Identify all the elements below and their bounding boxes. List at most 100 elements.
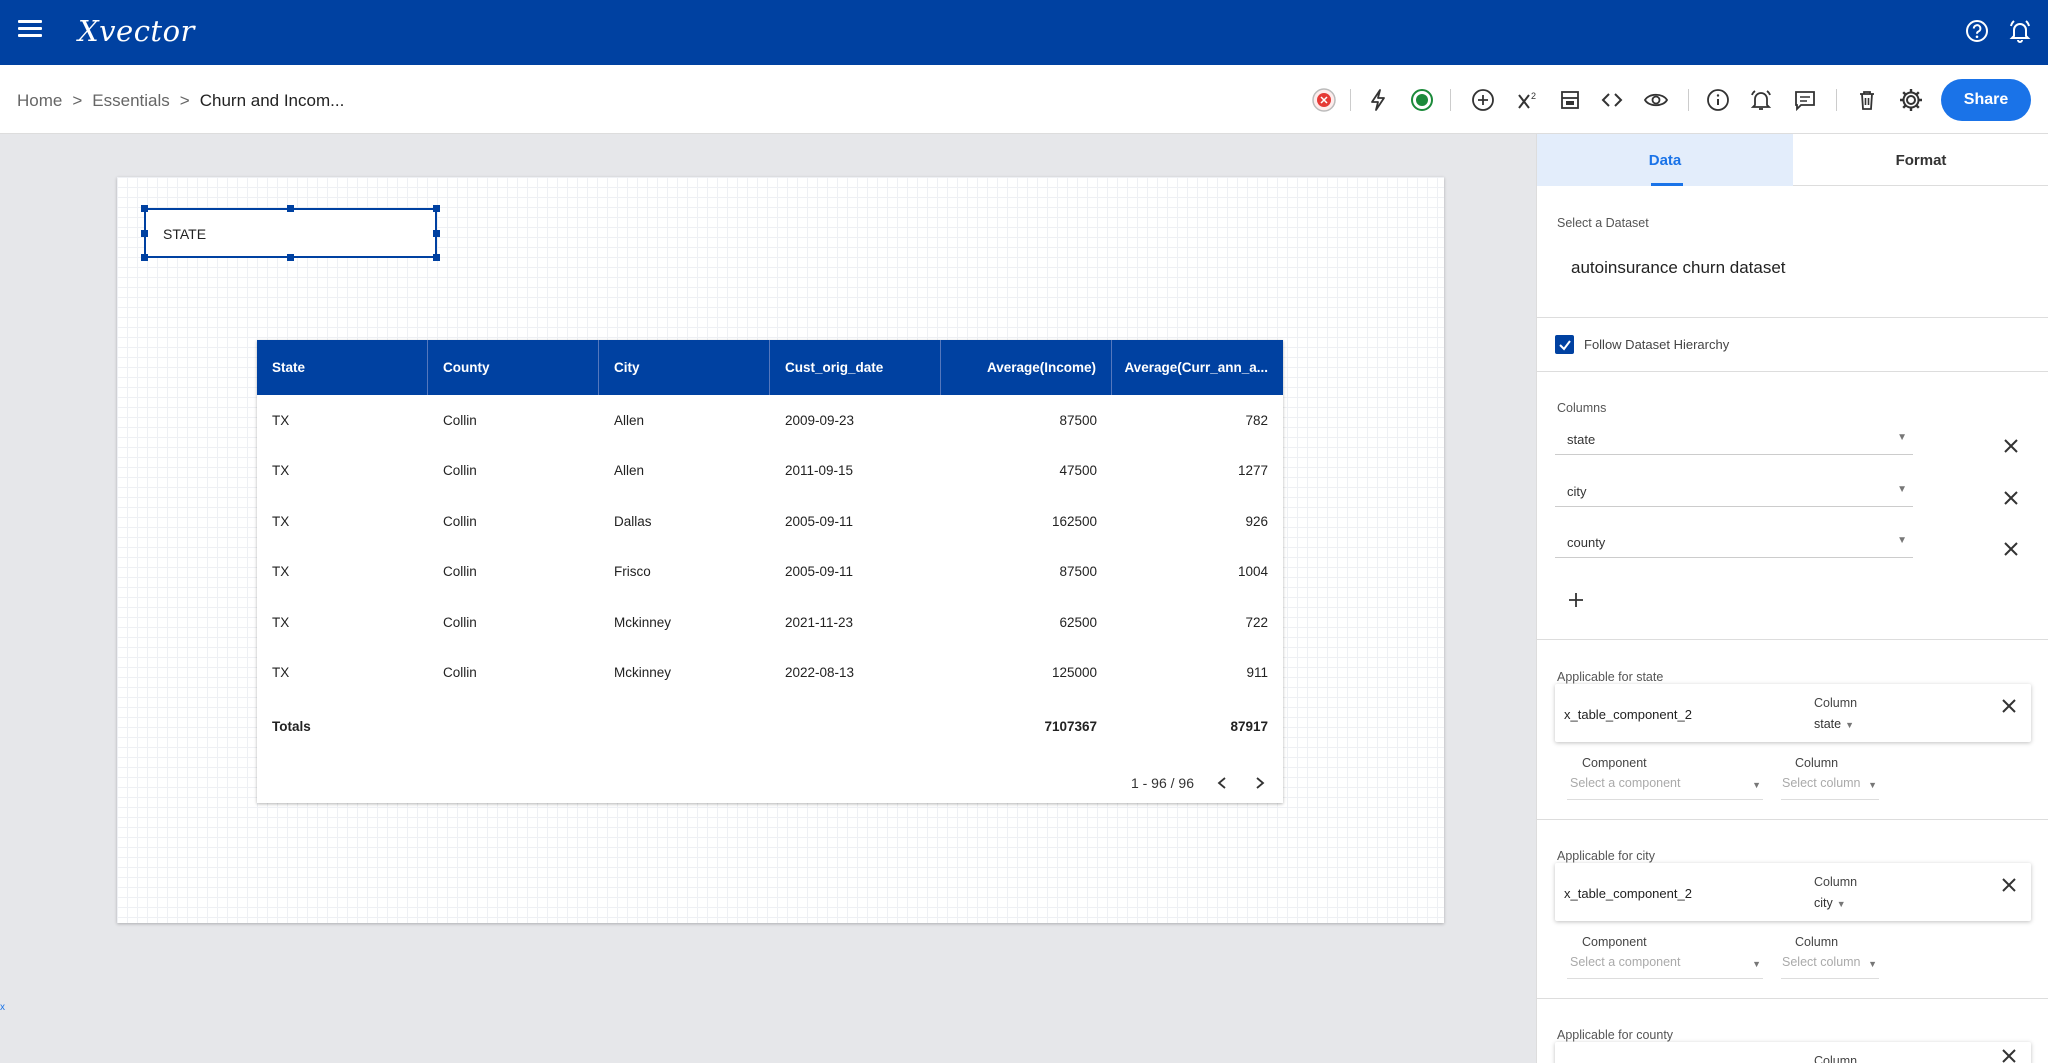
table-cell: 47500 xyxy=(1059,463,1097,479)
breadcrumb-separator: > xyxy=(72,91,83,110)
code-icon[interactable] xyxy=(1598,86,1626,114)
help-icon[interactable] xyxy=(1963,17,1991,45)
dataset-select[interactable]: autoinsurance churn dataset xyxy=(1571,258,1786,277)
live-status-icon[interactable] xyxy=(1408,86,1436,114)
follow-hierarchy-checkbox[interactable] xyxy=(1555,335,1574,354)
table-cell: Dallas xyxy=(614,513,652,529)
table-cell: 2005-09-11 xyxy=(785,513,854,529)
linked-column-select[interactable]: city ▼ xyxy=(1814,896,1846,910)
layout-icon[interactable] xyxy=(1556,86,1584,114)
table-cell: 162500 xyxy=(1051,513,1097,529)
breadcrumb-home[interactable]: Home xyxy=(17,91,63,110)
notification-bell-icon[interactable] xyxy=(2006,17,2034,45)
table-row: TX Collin Dallas 2005-09-11 162500 926 xyxy=(257,496,1283,547)
table-cell: Mckinney xyxy=(614,614,672,630)
dropdown-caret-icon: ▼ xyxy=(1752,780,1761,790)
remove-link-close-icon[interactable] xyxy=(1999,1046,2019,1063)
column-select[interactable]: Select column ▼ xyxy=(1781,776,1879,800)
divider xyxy=(1537,819,2048,820)
info-icon[interactable] xyxy=(1704,86,1732,114)
column-header-county[interactable]: County xyxy=(428,340,599,395)
toolbar: Home > Essentials > Churn and Incom... 2 xyxy=(0,65,2048,134)
remove-link-close-icon[interactable] xyxy=(1999,875,2019,895)
column-select[interactable]: Select column ▼ xyxy=(1781,955,1879,979)
column-select-state[interactable]: state ▼ xyxy=(1555,423,1913,455)
table-cell: 125000 xyxy=(1051,665,1097,681)
table-cell: TX xyxy=(272,513,290,529)
app-logo: Xvector xyxy=(78,14,195,48)
remove-link-close-icon[interactable] xyxy=(1999,696,2019,716)
table-cell: TX xyxy=(272,665,290,681)
dropdown-caret-icon: ▼ xyxy=(1897,432,1907,443)
dashboard-canvas[interactable]: STATE State County City Cust_orig_date A… xyxy=(117,177,1444,923)
breadcrumb-essentials[interactable]: Essentials xyxy=(92,91,170,110)
settings-gear-icon[interactable] xyxy=(1897,86,1925,114)
add-column-plus-icon[interactable] xyxy=(1566,590,1586,610)
table-row: TX Collin Frisco 2005-09-11 87500 1004 xyxy=(257,547,1283,598)
component-label: Component xyxy=(1582,756,1647,770)
resize-handle[interactable] xyxy=(287,254,294,261)
state-filter-component[interactable]: STATE xyxy=(141,205,440,261)
lightning-icon[interactable] xyxy=(1364,86,1392,114)
column-select-value: county xyxy=(1567,535,1606,550)
table-cell: 87500 xyxy=(1059,564,1097,580)
follow-hierarchy-label: Follow Dataset Hierarchy xyxy=(1584,337,1730,352)
tab-format[interactable]: Format xyxy=(1895,151,1947,169)
column-header-cust-orig-date[interactable]: Cust_orig_date xyxy=(770,340,941,395)
column-header-city[interactable]: City xyxy=(599,340,770,395)
table-cell: 2005-09-11 xyxy=(785,564,854,580)
resize-handle[interactable] xyxy=(287,205,294,212)
component-select[interactable]: Select a component ▼ xyxy=(1567,776,1763,800)
component-select[interactable]: Select a component ▼ xyxy=(1567,955,1763,979)
column-label: Column xyxy=(1795,935,1839,949)
data-table-component[interactable]: State County City Cust_orig_date Average… xyxy=(257,340,1283,803)
divider xyxy=(1537,998,2048,999)
resize-handle[interactable] xyxy=(433,230,440,237)
applicable-city-title: Applicable for city xyxy=(1557,849,1655,863)
delete-trash-icon[interactable] xyxy=(1853,86,1881,114)
share-button[interactable]: Share xyxy=(1941,79,2031,121)
comment-icon[interactable] xyxy=(1791,86,1819,114)
select-placeholder: Select a component xyxy=(1570,955,1681,969)
linked-column-label: Column xyxy=(1814,696,1858,710)
remove-column-close-icon[interactable] xyxy=(2001,539,2021,559)
table-cell: TX xyxy=(272,614,290,630)
table-cell: Collin xyxy=(443,564,477,580)
table-header: State County City Cust_orig_date Average… xyxy=(257,340,1283,395)
table-cell xyxy=(770,698,941,755)
chevron-right-icon[interactable] xyxy=(1250,773,1270,793)
panel-tabs: Data Format xyxy=(1537,134,2048,186)
table-cell: Allen xyxy=(614,463,645,479)
tab-data[interactable]: Data xyxy=(1537,134,1793,186)
resize-handle[interactable] xyxy=(433,205,440,212)
remove-column-close-icon[interactable] xyxy=(2001,436,2021,456)
add-icon[interactable] xyxy=(1469,86,1497,114)
column-select-value: city xyxy=(1567,484,1587,499)
select-placeholder: Select a component xyxy=(1570,776,1681,790)
toolbar-divider xyxy=(1350,89,1351,111)
dropdown-caret-icon: ▼ xyxy=(1836,899,1846,909)
remove-column-close-icon[interactable] xyxy=(2001,488,2021,508)
resize-handle[interactable] xyxy=(141,205,148,212)
column-header-state[interactable]: State xyxy=(257,340,428,395)
preview-eye-icon[interactable] xyxy=(1642,86,1670,114)
menu-icon[interactable] xyxy=(18,20,42,44)
chevron-left-icon[interactable] xyxy=(1212,773,1232,793)
dropdown-caret-icon: ▼ xyxy=(1845,720,1855,730)
alert-bell-icon[interactable] xyxy=(1747,86,1775,114)
column-header-average-curr-ann-amt[interactable]: Average(Curr_ann_a... xyxy=(1124,360,1268,375)
formula-icon[interactable]: 2 xyxy=(1514,86,1542,114)
component-label: Component xyxy=(1582,935,1647,949)
resize-handle[interactable] xyxy=(433,254,440,261)
table-cell: Allen xyxy=(614,412,645,428)
record-stop-icon[interactable] xyxy=(1310,86,1338,114)
resize-handle[interactable] xyxy=(141,254,148,261)
resize-handle[interactable] xyxy=(141,230,148,237)
column-select-city[interactable]: city ▼ xyxy=(1555,475,1913,507)
column-header-average-income[interactable]: Average(Income) xyxy=(941,340,1112,395)
applicable-state-new-link: Component Column Select a component ▼ Sel… xyxy=(1555,750,2031,800)
filter-label: STATE xyxy=(163,226,207,242)
column-select-county[interactable]: county ▼ xyxy=(1555,526,1913,558)
linked-column-select[interactable]: state ▼ xyxy=(1814,717,1854,731)
dropdown-caret-icon: ▼ xyxy=(1868,780,1877,790)
